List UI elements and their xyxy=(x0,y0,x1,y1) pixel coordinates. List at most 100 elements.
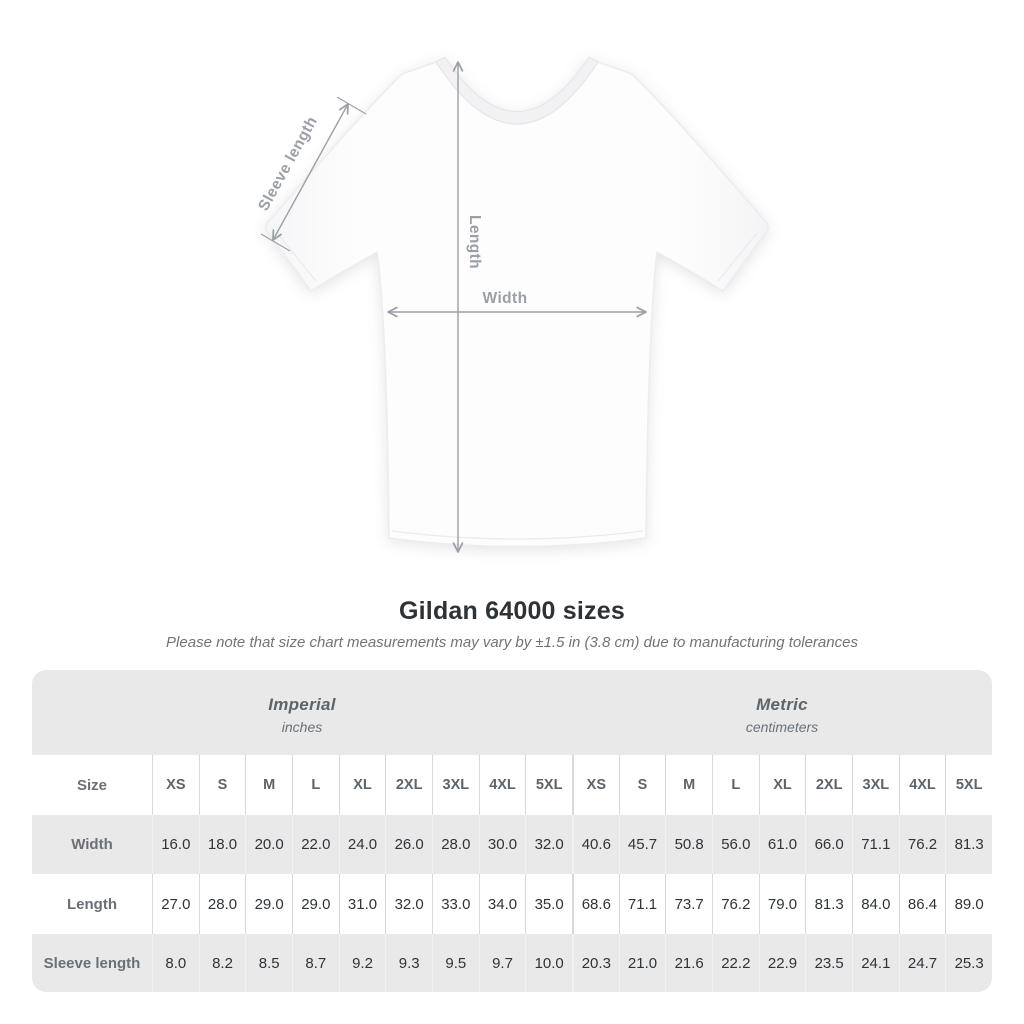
value-cell-metric-5: 66.0 xyxy=(805,815,852,874)
tshirt-measurement-figure: Sleeve length Length Width xyxy=(255,56,770,553)
value-cell-imperial-5: 9.3 xyxy=(385,934,432,992)
value-cell-imperial-7: 30.0 xyxy=(478,815,526,874)
size-header-cell-metric-8: 5XL xyxy=(945,755,992,815)
size-header-cell-metric-6: 3XL xyxy=(852,755,899,815)
size-header-cell-imperial-2: M xyxy=(245,755,292,815)
dimension-lines xyxy=(260,61,647,553)
metric-unit: centimeters xyxy=(745,718,819,735)
value-cell-imperial-2: 29.0 xyxy=(245,874,292,934)
size-header-cell-metric-2: M xyxy=(665,755,712,815)
width-row-label: Width xyxy=(71,836,113,853)
value-cell-metric-7: 24.7 xyxy=(898,934,946,992)
tshirt-hem-seam xyxy=(391,530,644,540)
value-cell-imperial-3: 22.0 xyxy=(292,815,339,874)
imperial-title: Imperial xyxy=(268,694,336,714)
value-cell-metric-1: 71.1 xyxy=(618,874,666,934)
size-header-cell-metric-5: 2XL xyxy=(805,755,852,815)
value-cell-imperial-8: 10.0 xyxy=(525,934,572,992)
size-header-cell-metric-7: 4XL xyxy=(898,755,946,815)
value-cell-imperial-6: 33.0 xyxy=(432,874,479,934)
value-cell-imperial-7: 34.0 xyxy=(478,874,526,934)
value-cell-metric-6: 84.0 xyxy=(852,874,899,934)
size-header-cell-imperial-7: 4XL xyxy=(478,755,526,815)
value-cell-imperial-0: 8.0 xyxy=(152,934,199,992)
length-row: Length 27.0 28.0 29.0 29.0 31.0 32.0 33.0 34.0 3… xyxy=(32,874,992,934)
sleeve-length-row-label: Sleeve length xyxy=(43,955,141,972)
size-header-cell-imperial-4: XL xyxy=(338,755,386,815)
value-cell-imperial-2: 8.5 xyxy=(245,934,292,992)
value-cell-metric-0: 40.6 xyxy=(572,815,619,874)
value-cell-metric-3: 76.2 xyxy=(712,874,759,934)
value-cell-metric-1: 45.7 xyxy=(618,815,666,874)
tshirt-illustration xyxy=(264,56,770,548)
value-cell-imperial-1: 18.0 xyxy=(198,815,246,874)
metric-header: Metric centimeters xyxy=(572,670,992,755)
value-cell-metric-3: 22.2 xyxy=(712,934,759,992)
size-header-cell-imperial-6: 3XL xyxy=(432,755,479,815)
value-cell-imperial-5: 32.0 xyxy=(385,874,432,934)
value-cell-metric-2: 50.8 xyxy=(665,815,712,874)
size-header-cell-imperial-0: XS xyxy=(152,755,199,815)
tshirt-left-cuff-seam xyxy=(276,232,317,282)
size-header-cell-imperial-1: S xyxy=(198,755,246,815)
value-cell-metric-1: 21.0 xyxy=(618,934,666,992)
value-cell-imperial-8: 32.0 xyxy=(525,815,572,874)
value-cell-metric-4: 79.0 xyxy=(758,874,806,934)
value-cell-metric-5: 81.3 xyxy=(805,874,852,934)
sleeve-top-tick xyxy=(336,96,367,115)
imperial-unit: inches xyxy=(281,718,323,735)
value-cell-imperial-3: 29.0 xyxy=(292,874,339,934)
value-cell-metric-3: 56.0 xyxy=(712,815,759,874)
size-header-cell-metric-1: S xyxy=(618,755,666,815)
value-cell-metric-4: 22.9 xyxy=(758,934,806,992)
value-cell-imperial-6: 28.0 xyxy=(432,815,479,874)
length-annotation: Length xyxy=(466,215,483,269)
metric-title: Metric xyxy=(756,694,808,714)
value-cell-metric-6: 71.1 xyxy=(852,815,899,874)
value-cell-imperial-3: 8.7 xyxy=(292,934,339,992)
size-chart-table: Imperial inches Metric centimeters Size … xyxy=(32,670,992,992)
size-header-cell-imperial-5: 2XL xyxy=(385,755,432,815)
size-header-cell-metric-4: XL xyxy=(758,755,806,815)
length-row-label: Length xyxy=(67,895,117,913)
width-annotation: Width xyxy=(483,290,528,307)
sleeve-length-row: Sleeve length 8.0 8.2 8.5 8.7 9.2 9.3 9.5 9.7 10… xyxy=(32,934,992,992)
value-cell-imperial-2: 20.0 xyxy=(245,815,292,874)
tshirt-right-cuff-seam xyxy=(717,232,758,282)
tshirt-body xyxy=(264,61,770,548)
size-header-cell-metric-3: L xyxy=(712,755,759,815)
tshirt-collar xyxy=(435,56,599,125)
value-cell-metric-8: 25.3 xyxy=(945,934,992,992)
sleeve-length-arrow xyxy=(272,103,349,241)
value-cell-imperial-4: 9.2 xyxy=(338,934,386,992)
value-cell-metric-2: 21.6 xyxy=(665,934,712,992)
page-title: Gildan 64000 sizes xyxy=(399,597,625,625)
value-cell-imperial-4: 24.0 xyxy=(338,815,386,874)
value-cell-imperial-0: 16.0 xyxy=(152,815,199,874)
value-cell-imperial-4: 31.0 xyxy=(338,874,386,934)
value-cell-imperial-7: 9.7 xyxy=(478,934,526,992)
page-subtitle: Please note that size chart measurements… xyxy=(166,634,858,651)
value-cell-imperial-6: 9.5 xyxy=(432,934,479,992)
value-cell-imperial-8: 35.0 xyxy=(525,874,572,934)
value-cell-metric-4: 61.0 xyxy=(758,815,806,874)
value-cell-metric-0: 68.6 xyxy=(572,874,619,934)
size-header-cell-imperial-3: L xyxy=(292,755,339,815)
size-header-cell-metric-0: XS xyxy=(572,755,619,815)
value-cell-metric-0: 20.3 xyxy=(572,934,619,992)
value-cell-metric-8: 89.0 xyxy=(945,874,992,934)
value-cell-metric-8: 81.3 xyxy=(945,815,992,874)
sleeve-bottom-tick xyxy=(260,233,291,252)
value-cell-imperial-5: 26.0 xyxy=(385,815,432,874)
value-cell-metric-7: 86.4 xyxy=(898,874,946,934)
value-cell-imperial-1: 8.2 xyxy=(198,934,246,992)
value-cell-imperial-1: 28.0 xyxy=(198,874,246,934)
size-row: Size XS S M L XL 2XL 3XL 4XL 5XL XS S M L XL 2XL 3XL 4XL… xyxy=(32,755,992,815)
width-row: Width 16.0 18.0 20.0 22.0 24.0 26.0 28.0 30.0 32… xyxy=(32,815,992,874)
imperial-header: Imperial inches xyxy=(32,670,572,755)
value-cell-metric-6: 24.1 xyxy=(852,934,899,992)
size-header-cell-imperial-8: 5XL xyxy=(525,755,572,815)
value-cell-imperial-0: 27.0 xyxy=(152,874,199,934)
value-cell-metric-5: 23.5 xyxy=(805,934,852,992)
